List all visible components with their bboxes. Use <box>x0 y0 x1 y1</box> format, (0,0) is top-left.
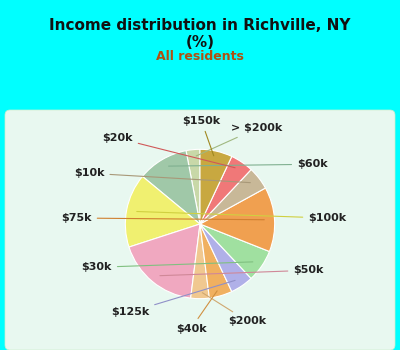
Wedge shape <box>200 224 270 279</box>
Text: $150k: $150k <box>182 116 220 156</box>
Wedge shape <box>200 156 251 224</box>
Wedge shape <box>200 149 232 224</box>
FancyBboxPatch shape <box>5 110 395 350</box>
Wedge shape <box>142 150 200 224</box>
Text: All residents: All residents <box>156 50 244 63</box>
Text: $60k: $60k <box>168 159 328 169</box>
Text: $200k: $200k <box>202 293 266 326</box>
Text: > $200k: > $200k <box>196 124 283 156</box>
Text: $125k: $125k <box>111 280 235 317</box>
Text: $10k: $10k <box>74 168 250 183</box>
Text: $50k: $50k <box>160 265 324 276</box>
Text: $20k: $20k <box>102 133 235 168</box>
Wedge shape <box>191 224 209 299</box>
Wedge shape <box>200 188 275 252</box>
Wedge shape <box>200 224 232 298</box>
Wedge shape <box>129 224 200 298</box>
Text: $40k: $40k <box>176 291 217 334</box>
Wedge shape <box>200 224 251 292</box>
Text: Income distribution in Richville, NY
(%): Income distribution in Richville, NY (%) <box>49 18 351 50</box>
Text: $75k: $75k <box>61 213 264 223</box>
Text: $30k: $30k <box>82 262 253 272</box>
Wedge shape <box>200 169 266 224</box>
Wedge shape <box>186 149 200 224</box>
Wedge shape <box>125 176 200 247</box>
Text: $100k: $100k <box>137 211 346 223</box>
